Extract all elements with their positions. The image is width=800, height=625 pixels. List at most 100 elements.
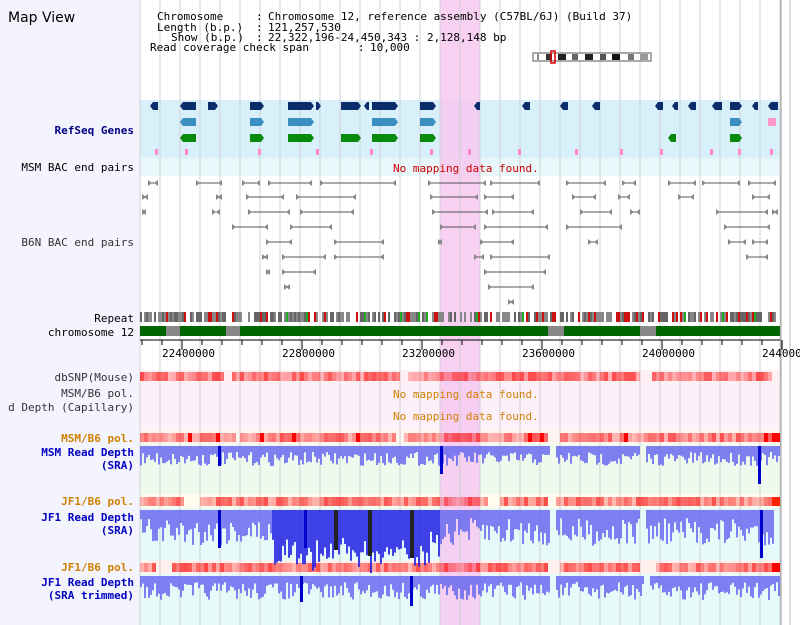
depth-bar — [248, 510, 250, 528]
depth-bar — [588, 576, 590, 594]
heat-cell — [760, 563, 764, 572]
depth-bar — [626, 510, 628, 544]
depth-bar — [216, 446, 218, 457]
repeat-element — [216, 312, 218, 322]
bac-end-marker — [766, 224, 770, 230]
depth-bar — [298, 510, 300, 559]
heat-cell — [596, 563, 600, 572]
heat-cell — [416, 563, 420, 572]
heat-cell — [204, 372, 208, 381]
depth-bar — [692, 576, 694, 593]
depth-bar — [498, 446, 500, 463]
depth-bar — [160, 510, 162, 528]
depth-bar — [472, 510, 474, 523]
heat-cell — [716, 433, 720, 442]
depth-bar — [522, 576, 524, 596]
bac-end-marker — [280, 194, 284, 200]
depth-bar — [438, 510, 440, 557]
heat-cell — [244, 497, 248, 506]
depth-bar — [310, 576, 312, 590]
heat-cell — [740, 372, 744, 381]
repeat-element — [534, 312, 536, 322]
heat-cell — [252, 497, 256, 506]
depth-bar — [428, 446, 430, 462]
heat-cell — [200, 563, 204, 572]
heat-cell — [612, 563, 616, 572]
heat-cell — [612, 497, 616, 506]
depth-bar — [600, 446, 602, 454]
repeat-element — [592, 312, 594, 322]
heat-cell — [488, 433, 492, 442]
depth-bar — [720, 510, 722, 521]
repeat-element — [158, 312, 160, 322]
depth-bar — [518, 510, 520, 531]
heat-cell — [176, 372, 180, 381]
heat-cell — [376, 372, 380, 381]
depth-bar — [570, 510, 572, 541]
depth-bar — [380, 576, 382, 599]
heat-cell — [572, 497, 576, 506]
depth-bar — [704, 510, 706, 544]
depth-bar — [576, 576, 578, 583]
depth-bar — [198, 576, 200, 589]
heat-cell — [704, 563, 708, 572]
depth-bar — [656, 576, 658, 583]
repeat-element — [274, 312, 276, 322]
heat-cell — [672, 433, 676, 442]
repeat-element — [204, 312, 206, 322]
depth-bar — [650, 510, 652, 526]
depth-bar — [576, 510, 578, 537]
repeat-element — [600, 312, 602, 322]
depth-bar — [158, 576, 160, 594]
depth-bar — [366, 446, 368, 461]
heat-cell — [272, 433, 276, 442]
repeat-element — [508, 312, 510, 322]
heat-cell — [588, 372, 592, 381]
depth-bar — [512, 510, 514, 540]
heat-cell — [232, 433, 236, 442]
bac-end-marker — [328, 224, 332, 230]
depth-bar — [616, 446, 618, 464]
heat-cell — [420, 433, 424, 442]
heat-cell — [656, 563, 660, 572]
depth-bar — [710, 576, 712, 583]
bac-end-marker — [266, 269, 270, 275]
depth-bar — [190, 510, 192, 530]
heat-cell — [504, 563, 508, 572]
repeat-element — [536, 312, 538, 322]
bac-end-marker — [702, 180, 706, 186]
heat-cell — [664, 433, 668, 442]
heat-cell — [692, 372, 696, 381]
depth-bar — [734, 576, 736, 587]
depth-bar — [688, 576, 690, 588]
depth-bar — [376, 576, 378, 592]
heat-cell — [140, 497, 144, 506]
heat-cell — [296, 497, 300, 506]
depth-bar — [206, 446, 208, 466]
track-label-refseq[interactable]: RefSeq Genes — [54, 124, 134, 137]
depth-bar — [634, 510, 636, 544]
depth-bar — [618, 510, 620, 544]
depth-bar — [286, 576, 288, 583]
depth-bar — [360, 576, 362, 595]
heat-cell — [240, 372, 244, 381]
depth-bar — [576, 446, 578, 457]
repeat-element — [752, 312, 754, 322]
depth-bar — [584, 576, 586, 588]
heat-cell — [216, 433, 220, 442]
depth-bar — [474, 446, 476, 453]
depth-bar — [284, 510, 286, 556]
heat-cell — [232, 497, 236, 506]
depth-spike — [218, 446, 221, 466]
ideogram-band — [558, 54, 566, 60]
track-label-jf1-b6-pol-1: JF1/B6 pol. — [61, 495, 134, 508]
repeat-element — [730, 312, 732, 322]
bac-end-marker — [282, 254, 286, 260]
gene-feature — [372, 134, 398, 142]
depth-bar — [436, 576, 438, 585]
depth-bar — [252, 576, 254, 590]
heat-cell — [188, 372, 192, 381]
heat-cell — [608, 372, 612, 381]
depth-bar — [252, 510, 254, 523]
